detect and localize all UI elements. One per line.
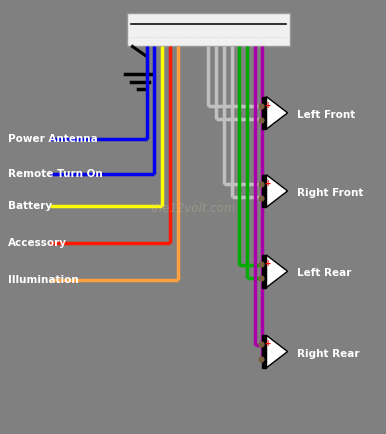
Polygon shape bbox=[266, 335, 288, 368]
Bar bbox=[262, 255, 266, 287]
Bar bbox=[262, 174, 266, 207]
Polygon shape bbox=[266, 97, 288, 129]
Text: Accessory: Accessory bbox=[8, 238, 67, 248]
FancyBboxPatch shape bbox=[127, 13, 290, 46]
Text: Right Front: Right Front bbox=[297, 188, 364, 198]
Text: Battery: Battery bbox=[8, 201, 52, 211]
Text: the12volt.com: the12volt.com bbox=[150, 202, 236, 215]
Polygon shape bbox=[266, 255, 288, 287]
Text: Illumination: Illumination bbox=[8, 275, 78, 285]
Text: Right Rear: Right Rear bbox=[297, 349, 360, 359]
Text: +: + bbox=[264, 259, 270, 268]
Bar bbox=[262, 335, 266, 368]
Text: +: + bbox=[264, 339, 270, 348]
Text: Remote Turn On: Remote Turn On bbox=[8, 168, 102, 179]
Text: +: + bbox=[264, 179, 270, 187]
Text: +: + bbox=[264, 101, 270, 109]
Polygon shape bbox=[266, 174, 288, 207]
Text: Left Rear: Left Rear bbox=[297, 268, 352, 279]
Text: Power Antenna: Power Antenna bbox=[8, 134, 98, 144]
Text: Left Front: Left Front bbox=[297, 110, 356, 120]
Bar bbox=[262, 97, 266, 129]
